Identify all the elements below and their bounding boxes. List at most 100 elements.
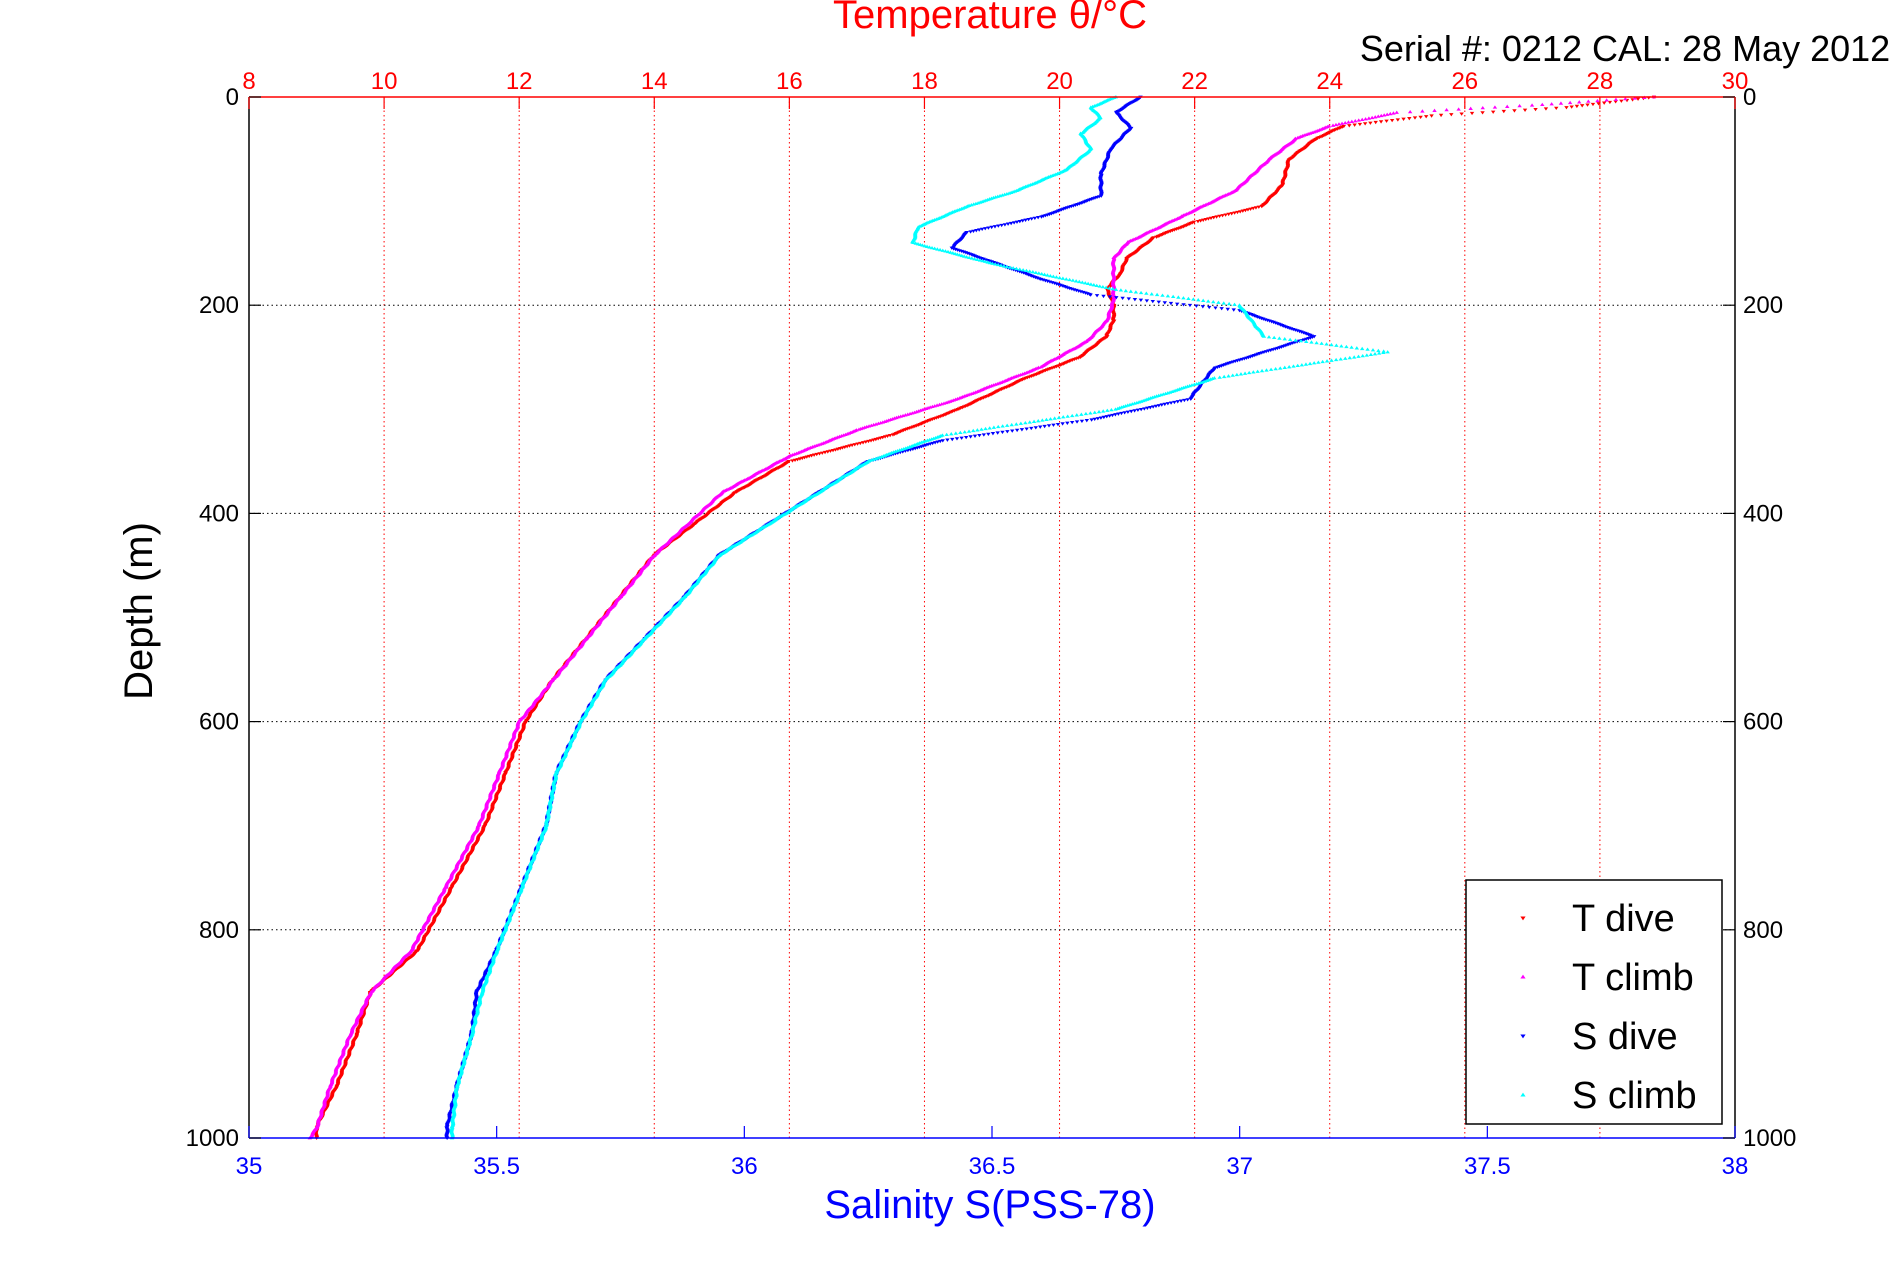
data-point: [1384, 112, 1390, 116]
data-point: [995, 431, 1000, 435]
data-point: [1480, 105, 1485, 110]
data-point: [1042, 424, 1047, 429]
data-point: [1407, 117, 1412, 121]
data-point: [1522, 108, 1528, 112]
data-point: [790, 459, 795, 463]
data-point: [1356, 118, 1361, 122]
data-point: [986, 432, 991, 437]
data-point: [1089, 418, 1094, 422]
data-point: [1619, 99, 1624, 103]
data-point: [1132, 409, 1137, 413]
data-point: [1574, 104, 1580, 109]
data-point: [1549, 102, 1554, 106]
data-point: [986, 226, 991, 230]
data-point: [1363, 117, 1368, 121]
data-point: [1144, 299, 1150, 303]
data-point: [1349, 119, 1355, 123]
data-point: [1187, 303, 1193, 308]
data-point: [1002, 223, 1008, 227]
data-point: [905, 412, 910, 416]
data-point: [963, 435, 969, 440]
data-point: [1213, 306, 1218, 310]
data-point: [1033, 426, 1038, 430]
data-point: [1065, 421, 1070, 425]
data-point: [1456, 107, 1461, 111]
series-s-climb: [449, 95, 1390, 1140]
data-point: [1607, 100, 1613, 105]
data-point: [999, 223, 1004, 228]
data-point: [1564, 106, 1569, 110]
data-point: [1142, 407, 1147, 411]
data-point: [1330, 123, 1336, 127]
data-point: [873, 422, 879, 426]
data-point: [1579, 104, 1585, 108]
data-point: [1369, 115, 1375, 120]
data-point: [1156, 300, 1161, 304]
series-s-dive: [444, 95, 1317, 1140]
data-point: [1019, 428, 1025, 432]
data-point: [989, 225, 994, 230]
data-point: [1162, 301, 1168, 305]
data-point: [981, 433, 987, 437]
data-point: [1492, 105, 1498, 109]
data-point: [1182, 398, 1187, 403]
data-point: [1423, 115, 1429, 119]
data-point: [1432, 108, 1437, 112]
data-point: [1391, 111, 1396, 115]
data-point: [1469, 111, 1475, 116]
data-point: [1035, 216, 1041, 220]
data-point: [1029, 217, 1034, 221]
data-point: [1567, 100, 1573, 105]
data-point: [1074, 420, 1080, 424]
data-point: [1490, 110, 1496, 114]
data-point: [1381, 113, 1387, 117]
data-point: [1468, 106, 1473, 110]
data-point: [1623, 96, 1628, 101]
data-point: [954, 437, 960, 441]
data-point: [903, 413, 908, 417]
data-point: [1010, 429, 1015, 433]
data-point: [1394, 110, 1399, 114]
data-point: [1129, 409, 1134, 414]
data-point: [1172, 400, 1177, 405]
data-point: [1586, 99, 1591, 103]
data-point: [1132, 298, 1138, 302]
data-point: [1119, 411, 1124, 416]
data-point: [1613, 100, 1618, 104]
data-point: [1569, 105, 1574, 109]
data-point: [1046, 424, 1052, 428]
series-t-climb: [307, 95, 1657, 1140]
data-point: [1343, 120, 1348, 125]
data-point: [1373, 115, 1378, 119]
data-point: [1595, 98, 1600, 103]
data-point: [1178, 399, 1184, 403]
data-point: [1613, 97, 1619, 101]
data-point: [1604, 98, 1609, 102]
data-point: [1195, 219, 1201, 224]
data-point: [1347, 124, 1352, 128]
data-point: [1200, 305, 1206, 309]
data-point: [1543, 107, 1549, 111]
data-point: [1138, 407, 1144, 412]
data-point: [1558, 101, 1564, 105]
data-point: [1094, 294, 1100, 298]
data-point: [856, 427, 862, 431]
data-point: [1480, 111, 1485, 115]
data-point: [1038, 365, 1044, 369]
data-point: [1376, 114, 1381, 118]
data-point: [1459, 112, 1464, 116]
data-point: [996, 224, 1001, 228]
data-point: [1024, 427, 1029, 431]
data-point: [1038, 425, 1043, 429]
data-point: [1366, 116, 1372, 120]
data-point: [1188, 397, 1193, 401]
data-point: [968, 230, 973, 234]
data-point: [1135, 408, 1141, 412]
data-point: [1517, 104, 1522, 108]
data-point: [1084, 419, 1090, 423]
data-point: [1336, 122, 1342, 126]
data-point: [1138, 298, 1144, 302]
data-point: [1092, 417, 1097, 422]
data-point: [1601, 101, 1607, 105]
